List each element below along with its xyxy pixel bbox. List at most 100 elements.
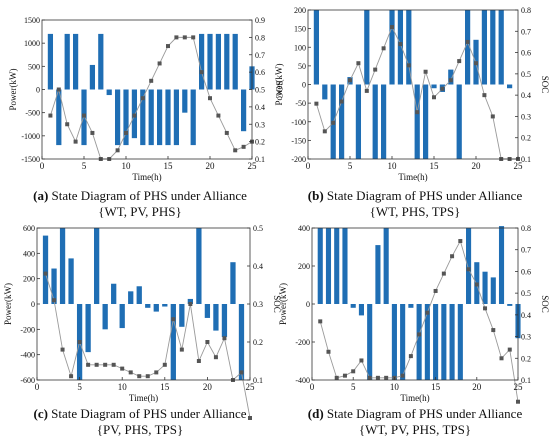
chart-c: 0 5 10 15 20 25 -600 -400 -200 0 200 400 600 0.1 0.2 0.… [3, 224, 282, 420]
soc-marker [120, 366, 125, 371]
soc-marker [450, 254, 455, 259]
y2-axis-label: SOC [272, 295, 282, 313]
y-axis-label: Power(kW) [278, 283, 288, 325]
soc-marker [222, 336, 227, 341]
power-bar [389, 10, 395, 85]
y2-tick-label: 0.7 [521, 27, 531, 36]
x-axis-label: Time(h) [129, 393, 158, 403]
soc-marker [77, 340, 82, 344]
soc-marker [373, 67, 378, 72]
soc-marker [398, 42, 403, 47]
soc-marker [318, 319, 323, 324]
x-axis-label: Time(h) [400, 393, 429, 403]
caption-d-line1: State Diagram of PHS under Alliance [323, 406, 523, 421]
caption-d-line2: {WT, PV, PHS, TPS} [358, 422, 472, 437]
soc-marker [233, 148, 238, 153]
x-tick-label: 15 [431, 382, 441, 392]
power-bar [190, 89, 196, 146]
power-bar [238, 304, 245, 380]
soc-marker [415, 110, 420, 115]
soc-marker [384, 375, 389, 380]
power-bar [85, 304, 91, 353]
y-axis-label: Power(kW) [8, 69, 18, 111]
y2-tick-label: 0.4 [521, 311, 531, 320]
soc-marker [491, 328, 496, 333]
power-bar [56, 89, 62, 146]
soc-marker [154, 370, 159, 375]
soc-marker [188, 302, 193, 306]
x-tick-label: 20 [206, 161, 216, 171]
x-tick-label: 0 [310, 382, 315, 392]
power-bar [241, 89, 247, 132]
x-tick-label: 0 [35, 382, 40, 392]
y-tick-label: 0 [36, 86, 40, 95]
power-bar [350, 304, 356, 308]
x-tick-label: 5 [351, 382, 356, 392]
x-tick-label: 5 [348, 161, 353, 171]
soc-marker [359, 358, 364, 363]
soc-marker [239, 370, 244, 375]
y-tick-label: 200 [23, 275, 35, 284]
x-tick-label: 10 [388, 161, 398, 171]
power-bar [391, 304, 397, 380]
y-tick-label: -1500 [21, 155, 40, 164]
power-bar [73, 33, 79, 90]
x-tick-label: 10 [118, 382, 128, 392]
power-bar [111, 283, 117, 304]
caption-c: (c) State Diagram of PHS under Alliance … [5, 406, 275, 438]
power-bar [106, 89, 112, 96]
y-tick-label: 600 [23, 224, 35, 233]
power-bar [42, 235, 49, 304]
caption-d: (d) State Diagram of PHS under Alliance … [280, 406, 550, 438]
y-tick-label: 0 [306, 300, 310, 309]
x-tick-label: 10 [122, 161, 132, 171]
soc-marker [157, 61, 162, 66]
x-tick-label: 10 [390, 382, 400, 392]
soc-marker [56, 87, 61, 92]
y2-tick-label: 0.8 [521, 6, 531, 15]
y2-tick-label: 0.1 [521, 155, 531, 164]
y2-tick-label: 0.3 [521, 333, 531, 342]
soc-marker [474, 282, 479, 287]
soc-marker [52, 298, 57, 303]
soc-marker [145, 374, 150, 379]
power-bar [507, 84, 513, 89]
soc-marker [166, 44, 170, 49]
power-bar [119, 304, 125, 329]
power-bar [482, 271, 488, 304]
soc-marker [60, 347, 65, 352]
chart-b: 0 5 10 15 20 25 -200 -150 -100 -50 0 50 100 150 200 0.1… [274, 6, 550, 182]
power-bar [230, 262, 236, 304]
power-bar [179, 304, 185, 327]
soc-marker [507, 347, 512, 352]
y2-tick-label: 0.7 [255, 51, 265, 60]
y-tick-label: -600 [20, 376, 35, 385]
y2-tick-label: 0.5 [253, 224, 263, 233]
power-bar [317, 228, 323, 304]
caption-c-letter: (c) [33, 406, 48, 421]
soc-marker [417, 332, 422, 337]
power-bar [431, 84, 437, 89]
x-axis-label: Time(h) [398, 172, 427, 182]
soc-marker [516, 399, 520, 404]
power-bar [98, 33, 104, 90]
power-bar [182, 89, 188, 113]
soc-marker [132, 113, 137, 118]
power-bar [47, 33, 54, 90]
x-tick-label: 25 [246, 382, 256, 392]
power-bar [408, 304, 414, 308]
power-bar [136, 286, 142, 304]
soc-marker [466, 267, 471, 272]
power-bar [148, 89, 154, 146]
caption-a-letter: (a) [33, 188, 49, 203]
caption-c-line1: State Diagram of PHS under Alliance [47, 406, 247, 421]
x-tick-label: 15 [160, 382, 170, 392]
soc-marker [90, 130, 95, 135]
power-bar [325, 228, 332, 304]
y2-tick-label: 0.5 [521, 289, 531, 298]
soc-marker [334, 375, 339, 380]
soc-marker [482, 93, 487, 98]
soc-marker [171, 317, 176, 322]
soc-marker [364, 88, 369, 93]
soc-marker [457, 59, 462, 64]
